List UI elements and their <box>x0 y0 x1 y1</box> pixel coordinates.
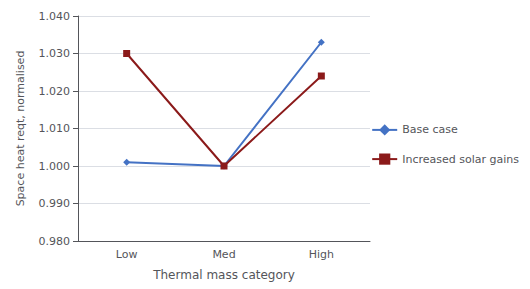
svg-text:Med: Med <box>212 248 235 261</box>
svg-text:0.980: 0.980 <box>39 235 71 248</box>
svg-text:Thermal mass category: Thermal mass category <box>152 268 295 282</box>
svg-text:1.020: 1.020 <box>39 85 71 98</box>
svg-text:1.040: 1.040 <box>39 10 71 23</box>
svg-text:High: High <box>309 248 334 261</box>
svg-text:Low: Low <box>116 248 138 261</box>
svg-text:1.030: 1.030 <box>39 47 71 60</box>
svg-text:0.990: 0.990 <box>39 197 71 210</box>
svg-text:Base case: Base case <box>402 123 458 136</box>
svg-text:Increased solar gains: Increased solar gains <box>402 153 519 166</box>
svg-text:1.000: 1.000 <box>39 160 71 173</box>
svg-text:Space heat reqt, normalised: Space heat reqt, normalised <box>14 51 27 207</box>
svg-text:1.010: 1.010 <box>39 122 71 135</box>
